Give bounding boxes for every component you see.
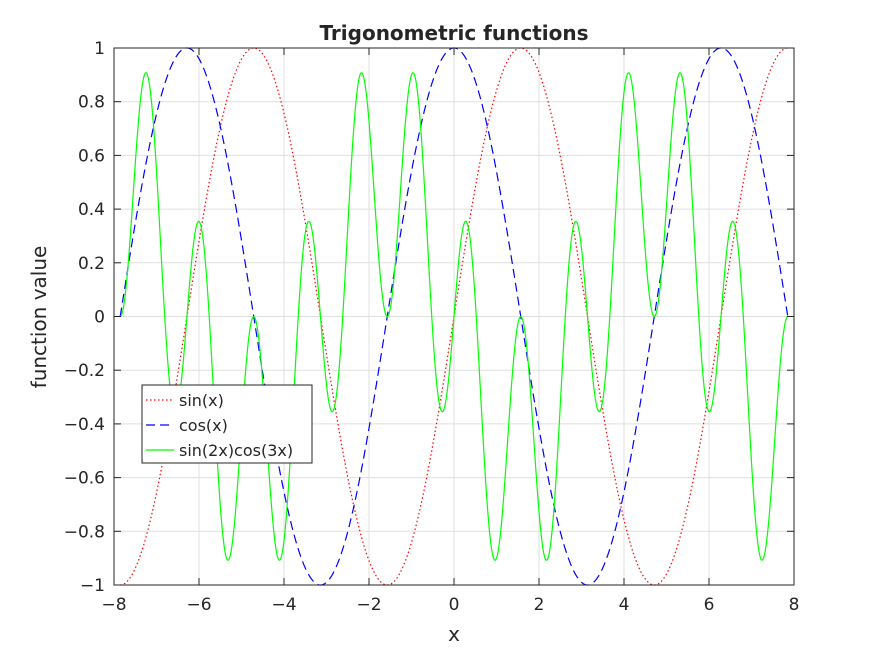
- grid: [113, 47, 795, 586]
- legend-label-2: cos(x): [179, 416, 228, 435]
- x-axis-label: x: [448, 622, 460, 646]
- y-tick-label: 0.8: [78, 93, 105, 113]
- series-line-3: [119, 72, 789, 561]
- x-tick-label: 2: [534, 595, 545, 615]
- x-tick-label: −6: [186, 595, 211, 615]
- y-tick-label: −0.2: [64, 361, 105, 381]
- x-tick-label: −4: [271, 595, 296, 615]
- x-tick-label: 6: [704, 595, 715, 615]
- x-tick-labels: −8 −6 −4 −2 0 2 4 6 8: [101, 595, 799, 615]
- x-tick-label: 4: [619, 595, 630, 615]
- y-tick-label: 0.2: [78, 254, 105, 274]
- y-tick-label: 0.6: [78, 146, 105, 166]
- y-tick-label: −1: [80, 576, 105, 596]
- y-axis-label: function value: [27, 246, 51, 389]
- y-tick-label: −0.4: [64, 415, 105, 435]
- y-tick-label: 0.4: [78, 200, 105, 220]
- y-tick-label: 1: [94, 39, 105, 59]
- x-tick-label: −8: [101, 595, 126, 615]
- ticks: [113, 47, 795, 586]
- y-tick-label: 0: [94, 308, 105, 328]
- legend-label-1: sin(x): [179, 391, 224, 410]
- y-tick-labels: −1 −0.8 −0.6 −0.4 −0.2 0 0.2 0.4 0.6 0.8 1: [64, 39, 105, 596]
- y-tick-label: −0.6: [64, 469, 105, 489]
- legend-label-3: sin(2x)cos(3x): [179, 441, 293, 460]
- x-tick-label: 8: [789, 595, 800, 615]
- legend: sin(x) cos(x) sin(2x)cos(3x): [141, 384, 313, 464]
- chart-title: Trigonometric functions: [319, 21, 588, 45]
- x-tick-label: 0: [449, 595, 460, 615]
- x-tick-label: −2: [356, 595, 381, 615]
- y-tick-label: −0.8: [64, 522, 105, 542]
